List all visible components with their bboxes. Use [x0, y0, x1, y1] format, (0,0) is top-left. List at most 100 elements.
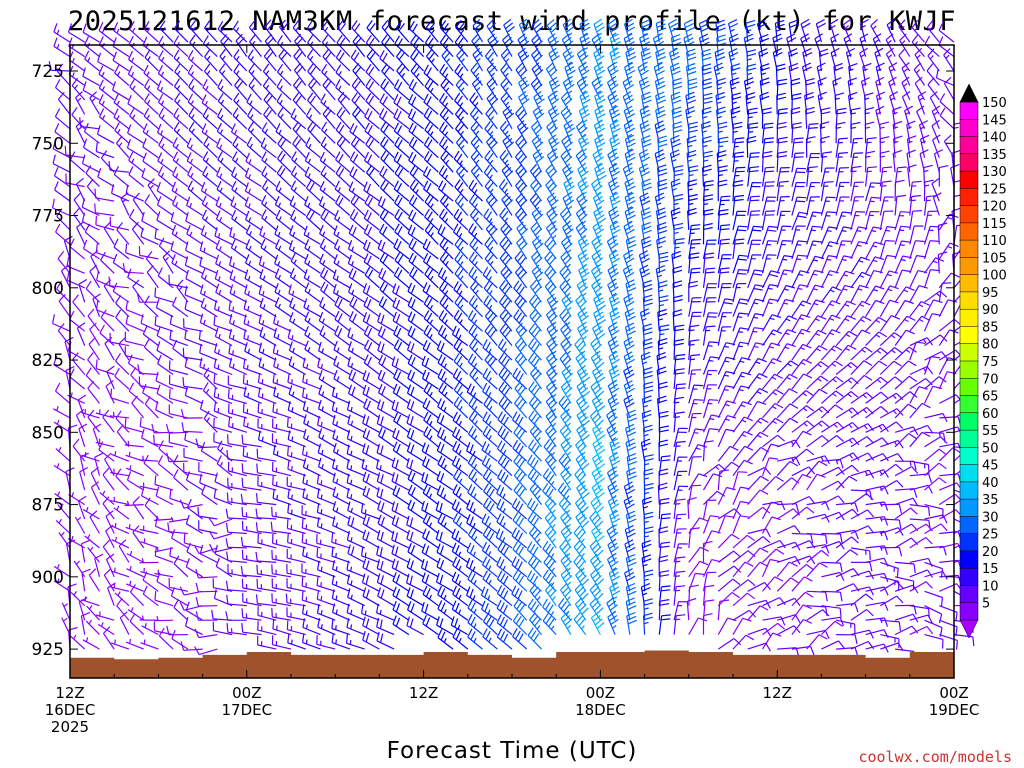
barb-full-feather — [228, 328, 232, 339]
barb-full-feather — [83, 123, 89, 132]
wind-barb — [258, 430, 277, 448]
wind-barb — [126, 139, 145, 159]
barb-full-feather — [346, 459, 350, 469]
barb-shaft — [129, 591, 145, 607]
barb-full-feather — [396, 154, 402, 163]
barb-full-feather — [216, 137, 221, 147]
barb-full-feather — [293, 77, 300, 86]
barb-shaft — [131, 228, 145, 245]
barb-full-feather — [439, 574, 444, 585]
wind-barb — [274, 254, 292, 274]
barb-shaft — [84, 58, 100, 72]
barb-full-feather — [352, 168, 358, 178]
barb-full-feather — [84, 223, 91, 233]
wind-barb — [213, 373, 233, 390]
barb-full-feather — [316, 503, 320, 513]
barb-full-feather — [264, 33, 272, 42]
barb-full-feather — [142, 123, 148, 133]
barb-full-feather — [485, 471, 492, 481]
barb-full-feather — [304, 152, 310, 161]
barb-full-feather — [376, 603, 379, 613]
wind-barb — [102, 539, 115, 563]
barb-shaft — [273, 395, 292, 404]
barb-full-feather — [468, 396, 475, 406]
wind-barb — [256, 448, 277, 462]
barb-full-feather — [272, 444, 276, 455]
wind-barb — [53, 578, 71, 592]
barb-shaft — [249, 41, 262, 57]
barb-half-feather — [323, 172, 327, 177]
barb-full-feather — [501, 182, 508, 191]
barb-full-feather — [365, 516, 370, 526]
wind-barb — [245, 210, 262, 231]
barb-full-feather — [362, 514, 367, 524]
barb-full-feather — [156, 123, 162, 133]
barb-shaft — [231, 247, 248, 260]
barb-full-feather — [453, 150, 460, 160]
barb-full-feather — [396, 183, 403, 192]
barb-full-feather — [258, 313, 262, 324]
barb-half-feather — [335, 625, 337, 630]
barb-full-feather — [103, 221, 112, 229]
barb-shaft — [142, 146, 159, 159]
barb-full-feather — [352, 298, 358, 308]
barb-shaft — [245, 175, 262, 188]
barb-shaft — [228, 470, 247, 477]
barb-half-feather — [127, 440, 130, 446]
barb-half-feather — [320, 523, 323, 529]
barb-full-feather — [257, 373, 261, 383]
barb-full-feather — [426, 96, 432, 105]
barb-full-feather — [382, 96, 388, 105]
barb-half-feather — [474, 347, 479, 353]
barb-full-feather — [467, 425, 474, 435]
barb-full-feather — [424, 222, 431, 232]
barb-half-feather — [102, 114, 106, 120]
barb-full-feather — [128, 35, 134, 45]
barb-full-feather — [92, 293, 101, 300]
barb-shaft — [112, 262, 130, 274]
barb-full-feather — [174, 92, 181, 102]
barb-full-feather — [426, 414, 432, 423]
barb-shaft — [140, 570, 159, 578]
barb-shaft — [186, 160, 203, 173]
barb-shaft — [245, 219, 262, 231]
barb-half-feather — [71, 72, 75, 78]
barb-full-feather — [362, 587, 367, 597]
barb-full-feather — [393, 238, 399, 248]
barb-shaft — [142, 160, 159, 173]
wind-barb — [85, 280, 100, 303]
wind-barb — [79, 466, 89, 491]
barb-full-feather — [128, 382, 135, 392]
barb-shaft — [90, 487, 101, 505]
barb-half-feather — [350, 465, 353, 471]
barb-shaft — [185, 609, 203, 621]
barb-full-feather — [470, 279, 477, 288]
barb-full-feather — [394, 546, 399, 556]
barb-shaft — [90, 256, 101, 274]
wind-barb — [99, 490, 115, 506]
barb-full-feather — [279, 167, 286, 177]
barb-shaft — [279, 26, 292, 43]
barb-half-feather — [277, 334, 280, 339]
barb-full-feather — [391, 399, 396, 410]
wind-barb — [185, 471, 203, 491]
barb-full-feather — [486, 62, 495, 70]
wind-barb — [81, 451, 100, 462]
wind-barb — [156, 384, 174, 404]
wind-barb — [257, 476, 277, 491]
barb-full-feather — [308, 211, 315, 221]
barb-full-feather — [76, 221, 85, 228]
barb-shaft — [257, 517, 277, 520]
barb-shaft — [111, 453, 130, 462]
barb-full-feather — [203, 410, 210, 419]
wind-barb — [232, 20, 248, 43]
barb-shaft — [154, 518, 174, 521]
barb-full-feather — [469, 544, 475, 554]
barb-shaft — [317, 525, 336, 535]
barb-full-feather — [471, 471, 477, 481]
barb-full-feather — [393, 180, 399, 190]
barb-shaft — [110, 225, 130, 231]
barb-full-feather — [410, 343, 415, 353]
barb-half-feather — [278, 303, 281, 309]
barb-full-feather — [241, 434, 244, 444]
